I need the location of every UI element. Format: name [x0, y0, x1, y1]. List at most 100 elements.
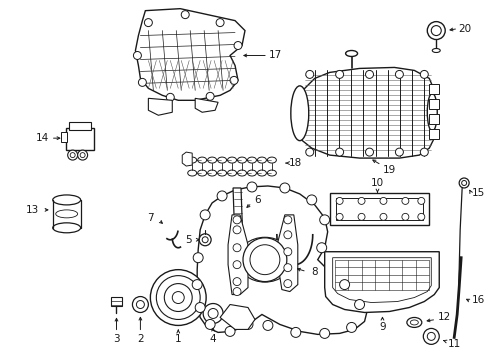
Circle shape: [420, 71, 427, 78]
Bar: [428, 114, 438, 124]
Ellipse shape: [227, 157, 236, 163]
Ellipse shape: [290, 86, 308, 141]
Circle shape: [305, 71, 313, 78]
Circle shape: [233, 288, 241, 296]
Polygon shape: [182, 152, 192, 166]
Polygon shape: [277, 215, 297, 292]
Circle shape: [379, 213, 386, 220]
Bar: [110, 297, 122, 306]
Ellipse shape: [406, 318, 421, 328]
Circle shape: [335, 148, 343, 156]
Circle shape: [136, 301, 144, 309]
Ellipse shape: [409, 320, 417, 325]
Circle shape: [132, 297, 148, 312]
Circle shape: [243, 319, 252, 329]
Circle shape: [144, 19, 152, 27]
Circle shape: [199, 234, 211, 246]
Text: 10: 10: [370, 178, 383, 188]
Text: 3: 3: [113, 334, 120, 345]
Circle shape: [335, 71, 343, 78]
Text: 14: 14: [36, 133, 49, 143]
Ellipse shape: [53, 223, 81, 233]
Text: 6: 6: [254, 195, 261, 205]
Circle shape: [423, 328, 438, 345]
Text: 15: 15: [470, 188, 484, 198]
Circle shape: [80, 153, 85, 158]
Polygon shape: [332, 258, 430, 302]
Circle shape: [200, 210, 210, 220]
Circle shape: [335, 197, 343, 204]
Ellipse shape: [187, 170, 196, 176]
Circle shape: [181, 11, 189, 19]
Polygon shape: [197, 186, 367, 334]
Ellipse shape: [431, 49, 439, 53]
Circle shape: [243, 238, 286, 282]
Ellipse shape: [247, 170, 256, 176]
Ellipse shape: [207, 170, 216, 176]
Circle shape: [205, 319, 215, 329]
Polygon shape: [294, 67, 433, 158]
Circle shape: [305, 148, 313, 156]
Ellipse shape: [227, 170, 236, 176]
Circle shape: [401, 197, 408, 204]
Ellipse shape: [237, 157, 246, 163]
Circle shape: [249, 245, 279, 275]
Circle shape: [233, 278, 241, 285]
Circle shape: [395, 71, 403, 78]
Bar: [65, 128, 93, 150]
Circle shape: [156, 276, 200, 319]
Circle shape: [283, 216, 291, 224]
Bar: [61, 132, 66, 142]
Circle shape: [166, 93, 174, 101]
Ellipse shape: [267, 170, 276, 176]
Ellipse shape: [237, 237, 292, 282]
Ellipse shape: [237, 170, 246, 176]
Circle shape: [233, 244, 241, 252]
Ellipse shape: [217, 157, 226, 163]
Circle shape: [316, 243, 326, 253]
Ellipse shape: [257, 170, 266, 176]
Circle shape: [195, 302, 205, 312]
Polygon shape: [148, 98, 172, 115]
Polygon shape: [227, 215, 247, 294]
Bar: [335, 198, 423, 220]
Bar: [428, 129, 438, 139]
Text: 20: 20: [458, 24, 471, 33]
Circle shape: [283, 248, 291, 256]
Circle shape: [335, 213, 343, 220]
Ellipse shape: [197, 157, 206, 163]
Circle shape: [379, 197, 386, 204]
Circle shape: [420, 148, 427, 156]
Text: 13: 13: [26, 205, 40, 215]
Circle shape: [233, 261, 241, 269]
Circle shape: [346, 323, 356, 332]
Circle shape: [417, 213, 424, 220]
Circle shape: [339, 280, 349, 289]
Circle shape: [206, 92, 214, 100]
Circle shape: [217, 191, 226, 201]
Text: 4: 4: [209, 334, 216, 345]
Circle shape: [357, 197, 364, 204]
Circle shape: [224, 327, 235, 336]
Circle shape: [306, 195, 316, 205]
Circle shape: [233, 226, 241, 234]
Circle shape: [70, 153, 75, 158]
Circle shape: [78, 150, 87, 160]
Polygon shape: [233, 188, 243, 245]
Text: 18: 18: [288, 158, 302, 168]
Ellipse shape: [257, 157, 266, 163]
Circle shape: [319, 215, 329, 225]
Circle shape: [319, 328, 329, 338]
Circle shape: [461, 180, 466, 185]
Text: 16: 16: [470, 294, 484, 305]
Polygon shape: [195, 98, 218, 112]
Circle shape: [67, 150, 78, 160]
Circle shape: [150, 270, 206, 325]
Ellipse shape: [56, 210, 78, 218]
Circle shape: [430, 26, 440, 36]
Circle shape: [216, 19, 224, 27]
Circle shape: [357, 213, 364, 220]
Text: 7: 7: [147, 213, 153, 223]
Circle shape: [192, 280, 202, 289]
Circle shape: [172, 292, 184, 303]
